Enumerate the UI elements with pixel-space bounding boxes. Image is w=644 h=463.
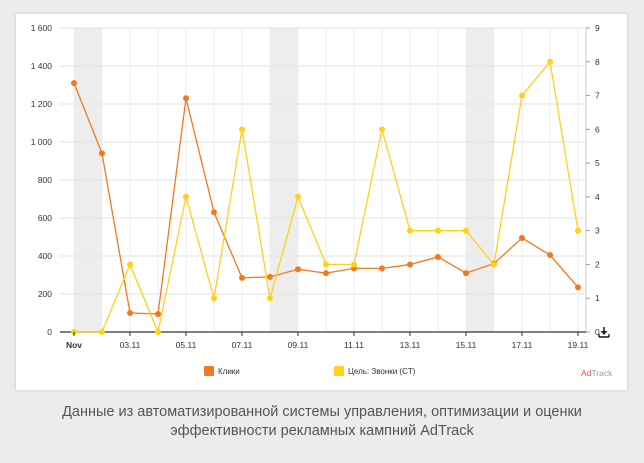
- caption-line-2: эффективности рекламных кампний AdTrack: [170, 423, 474, 439]
- right-tick-label: 6: [595, 124, 600, 134]
- data-point-series-0: [547, 252, 553, 259]
- caption: Данные из автоматизированной системы упр…: [0, 403, 644, 441]
- left-tick-label: 1 000: [31, 137, 53, 147]
- legend-item-clicks[interactable]: Клики: [204, 366, 240, 376]
- data-point-series-1: [547, 58, 553, 65]
- data-point-series-0: [519, 234, 525, 241]
- x-tick-label: 15.11: [456, 340, 477, 350]
- x-tick-label: 11.11: [344, 340, 364, 350]
- data-point-series-0: [183, 95, 189, 102]
- data-point-series-0: [407, 261, 413, 268]
- data-point-series-1: [519, 92, 525, 99]
- left-tick-label: 800: [38, 175, 52, 185]
- left-tick-label: 1 600: [31, 23, 53, 33]
- data-point-series-1: [575, 227, 581, 234]
- right-tick-label: 2: [595, 259, 600, 269]
- chart-card: 0 200 400 600 800 1 000 1 200 1 400 1 600 0 1 2 3 4 5…: [16, 14, 627, 390]
- x-tick-label: 19.11: [568, 340, 589, 350]
- data-point-series-0: [239, 274, 245, 281]
- legend-item-calls-goal[interactable]: Цель: Звонки (CT): [334, 366, 416, 376]
- x-tick-label: Nov: [66, 340, 82, 350]
- brand-logo-suffix: Track: [591, 368, 613, 378]
- right-tick-label: 5: [595, 158, 600, 168]
- data-point-series-1: [351, 261, 357, 268]
- legend-label: Цель: Звонки (CT): [348, 367, 416, 376]
- data-point-series-1: [99, 329, 105, 335]
- left-tick-label: 600: [38, 213, 52, 223]
- data-point-series-0: [211, 209, 217, 216]
- right-tick-label: 8: [595, 57, 600, 67]
- data-point-series-0: [463, 270, 469, 277]
- data-point-series-1: [127, 261, 133, 268]
- data-point-series-0: [155, 310, 161, 317]
- right-tick-label: 3: [595, 226, 600, 236]
- caption-line-1: Данные из автоматизированной системы упр…: [62, 404, 582, 420]
- axes: [60, 28, 587, 333]
- data-point-series-1: [379, 126, 385, 133]
- data-point-series-1: [211, 295, 217, 302]
- data-point-series-0: [575, 284, 581, 291]
- grid-lines: [60, 27, 586, 333]
- x-tick-label: 13.11: [400, 340, 421, 350]
- data-point-series-0: [71, 80, 77, 87]
- x-tick-label: 03.11: [120, 340, 141, 350]
- data-point-series-0: [323, 270, 329, 277]
- series-points: [71, 58, 581, 335]
- x-axis-ticks: Nov 03.11 05.11 07.11 09.11 11.11 13.11 15.11 17…: [66, 332, 589, 350]
- data-point-series-0: [267, 273, 273, 280]
- chart: 0 200 400 600 800 1 000 1 200 1 400 1 600 0 1 2 3 4 5…: [31, 23, 613, 378]
- brand-logo-prefix: Ad: [581, 368, 592, 378]
- data-point-series-1: [435, 227, 441, 234]
- right-tick-label: 0: [595, 327, 600, 337]
- data-point-series-0: [295, 266, 301, 273]
- x-tick-label: 09.11: [288, 340, 309, 350]
- data-point-series-1: [491, 261, 497, 268]
- data-point-series-1: [295, 193, 301, 200]
- data-point-series-1: [239, 126, 245, 133]
- x-tick-label: 17.11: [512, 340, 533, 350]
- data-point-series-1: [407, 227, 413, 234]
- legend-swatch: [334, 366, 344, 376]
- data-point-series-0: [99, 150, 105, 157]
- data-point-series-1: [183, 193, 189, 200]
- right-tick-label: 7: [595, 91, 600, 101]
- legend: Клики Цель: Звонки (CT): [204, 366, 416, 376]
- data-point-series-1: [463, 227, 469, 234]
- legend-label: Клики: [218, 367, 240, 376]
- right-tick-label: 1: [595, 293, 600, 303]
- brand-logo: AdTrack: [581, 368, 613, 378]
- left-tick-label: 200: [38, 289, 52, 299]
- right-tick-label: 9: [595, 23, 600, 33]
- left-tick-label: 0: [47, 327, 52, 337]
- left-tick-label: 1 200: [31, 99, 53, 109]
- left-tick-label: 1 400: [31, 61, 53, 71]
- data-point-series-1: [323, 261, 329, 268]
- data-point-series-1: [155, 329, 161, 335]
- left-tick-label: 400: [38, 251, 52, 261]
- left-axis-ticks: 0 200 400 600 800 1 000 1 200 1 400 1 600: [31, 23, 53, 337]
- x-tick-label: 07.11: [232, 340, 253, 350]
- data-point-series-0: [435, 253, 441, 260]
- data-point-series-0: [379, 265, 385, 272]
- download-icon[interactable]: [598, 327, 610, 338]
- x-tick-label: 05.11: [176, 340, 197, 350]
- right-axis-ticks: 0 1 2 3 4 5 6 7 8 9: [586, 23, 600, 337]
- right-tick-label: 4: [595, 192, 600, 202]
- data-point-series-0: [127, 310, 133, 316]
- data-point-series-1: [267, 295, 273, 302]
- legend-swatch: [204, 366, 214, 376]
